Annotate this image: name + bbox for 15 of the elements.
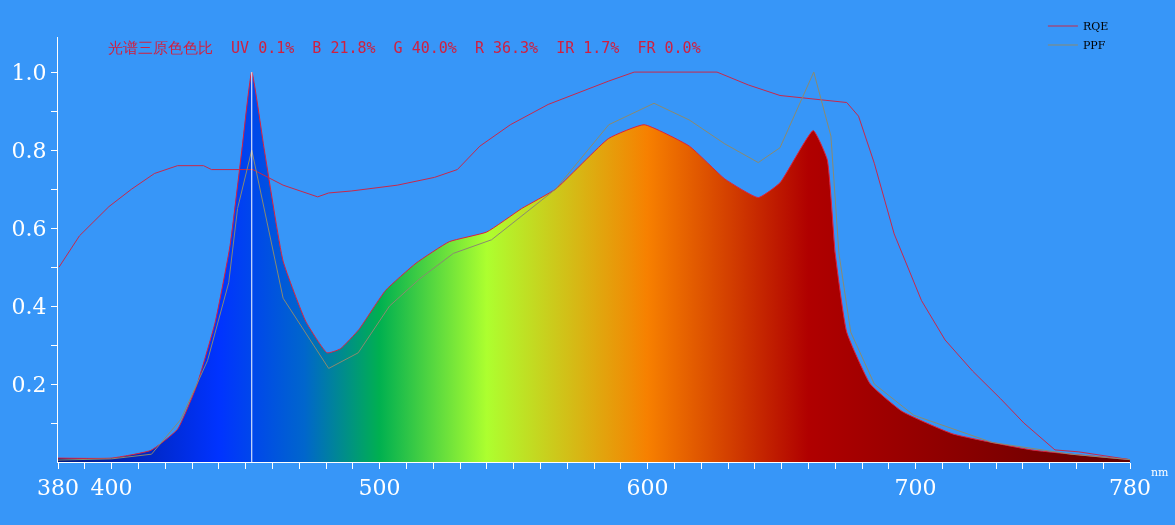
x-tick-label: 600 (626, 475, 669, 501)
y-tick-label: 1.0 (11, 59, 47, 85)
annotation: 光谱三原色色比 UV 0.1% B 21.8% G 40.0% R 36.3% IR 1.7% FR 0.0% (108, 39, 701, 57)
x-tick-label: 700 (894, 475, 937, 501)
y-tick-label: 0.8 (11, 137, 47, 163)
x-tick-label: 500 (358, 475, 401, 501)
y-tick-label: 0.6 (11, 215, 47, 241)
legend-label: PPF (1082, 39, 1106, 53)
legend-label: RQE (1082, 20, 1109, 34)
x-tick-label: 780 (1109, 475, 1151, 501)
y-tick-label: 0.2 (11, 371, 47, 397)
x-axis-title: nm (1151, 466, 1170, 479)
x-tick-label: 380 (37, 475, 79, 501)
y-tick-label: 0.4 (11, 293, 47, 319)
x-tick-label: 400 (90, 475, 133, 501)
